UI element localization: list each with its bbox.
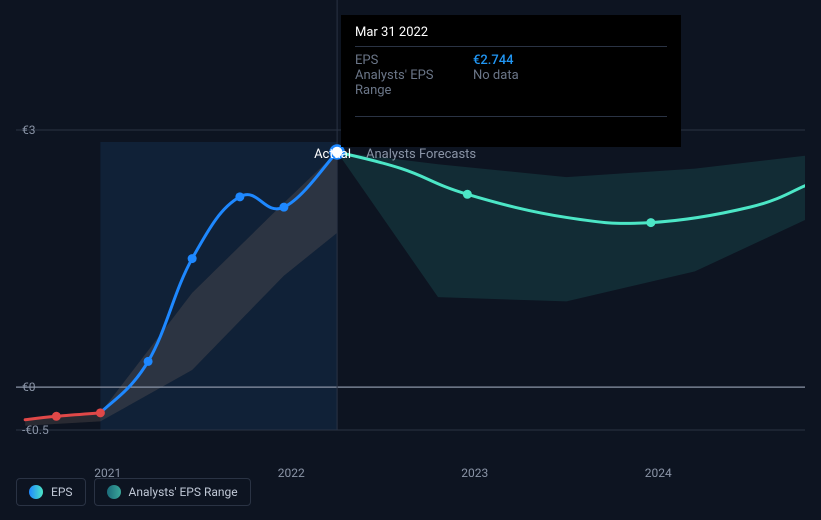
y-tick-label: €3 — [22, 123, 36, 137]
tooltip-eps-label: EPS — [355, 53, 473, 68]
forecast-label: Analysts Forecasts — [366, 147, 476, 162]
x-tick-label: 2023 — [461, 466, 488, 480]
tooltip-footer-divider — [355, 116, 667, 117]
actual-label: Actual — [314, 147, 351, 162]
legend-item-eps[interactable]: EPS — [16, 478, 86, 506]
swatch-range-icon — [107, 485, 121, 499]
tooltip-date: Mar 31 2022 — [355, 25, 667, 47]
x-tick-label: 2024 — [645, 466, 672, 480]
tooltip-range-value: No data — [473, 68, 519, 98]
tooltip-range-label: Analysts' EPS Range — [355, 68, 473, 98]
legend-item-range[interactable]: Analysts' EPS Range — [94, 478, 251, 506]
x-tick-label: 2022 — [278, 466, 305, 480]
tooltip-row-eps: EPS €2.744 — [355, 53, 667, 68]
y-tick-label: -€0.5 — [22, 423, 49, 437]
y-tick-label: €0 — [22, 380, 36, 394]
tooltip-eps-value: €2.744 — [473, 53, 514, 68]
legend-eps-label: EPS — [51, 485, 73, 499]
chart-tooltip: Mar 31 2022 EPS €2.744 Analysts' EPS Ran… — [341, 15, 681, 147]
legend: EPS Analysts' EPS Range — [16, 478, 251, 506]
legend-range-label: Analysts' EPS Range — [129, 485, 238, 499]
swatch-eps-icon — [29, 485, 43, 499]
tooltip-row-range: Analysts' EPS Range No data — [355, 68, 667, 98]
